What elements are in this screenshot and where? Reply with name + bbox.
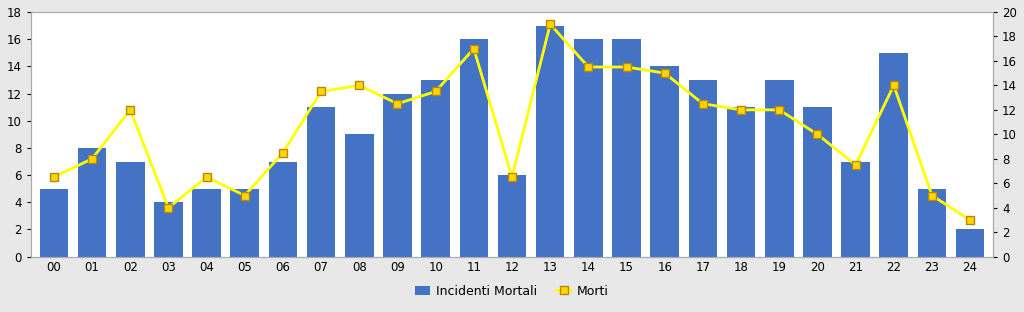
Bar [345, 134, 374, 257]
Bar [193, 189, 221, 257]
Bar [842, 162, 870, 257]
Bar [955, 230, 984, 257]
Bar [40, 189, 69, 257]
Bar [574, 39, 603, 257]
Bar [765, 80, 794, 257]
Bar [421, 80, 450, 257]
Bar [230, 189, 259, 257]
Bar [460, 39, 488, 257]
Bar [612, 39, 641, 257]
Bar [498, 175, 526, 257]
Bar [383, 94, 412, 257]
Bar [154, 202, 182, 257]
Bar [268, 162, 297, 257]
Bar [803, 107, 831, 257]
Bar [727, 107, 756, 257]
Bar [650, 66, 679, 257]
Bar [78, 148, 106, 257]
Bar [688, 80, 717, 257]
Legend: Incidenti Mortali, Morti: Incidenti Mortali, Morti [410, 280, 614, 303]
Bar [307, 107, 336, 257]
Bar [536, 26, 564, 257]
Bar [918, 189, 946, 257]
Bar [116, 162, 144, 257]
Bar [880, 53, 908, 257]
